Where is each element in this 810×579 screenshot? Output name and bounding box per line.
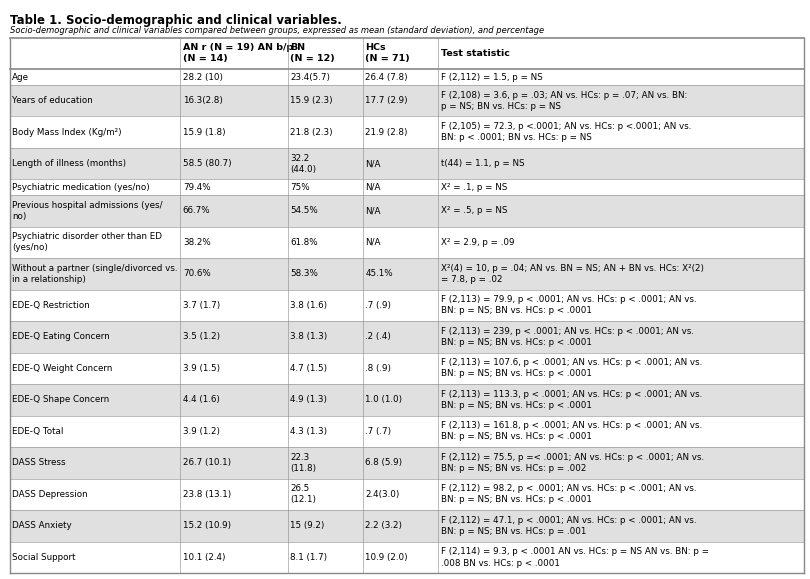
Text: X² = 2.9, p = .09: X² = 2.9, p = .09 <box>441 238 514 247</box>
Text: F (2,112) = 98.2, p < .0001; AN vs. HCs: p < .0001; AN vs.
BN: p = NS; BN vs. HC: F (2,112) = 98.2, p < .0001; AN vs. HCs:… <box>441 485 697 504</box>
Text: 26.7 (10.1): 26.7 (10.1) <box>183 459 231 467</box>
Text: Table 1. Socio-demographic and clinical variables.: Table 1. Socio-demographic and clinical … <box>10 14 342 27</box>
Text: 15 (9.2): 15 (9.2) <box>290 522 324 530</box>
Bar <box>10 353 804 384</box>
Text: .7 (.7): .7 (.7) <box>365 427 391 436</box>
Bar <box>10 479 804 510</box>
Text: 54.5%: 54.5% <box>290 206 318 215</box>
Text: Psychiatric medication (yes/no): Psychiatric medication (yes/no) <box>12 183 150 192</box>
Text: Without a partner (single/divorced vs.
in a relationship): Without a partner (single/divorced vs. i… <box>12 264 177 284</box>
Text: BN
(N = 12): BN (N = 12) <box>290 43 335 64</box>
Text: .8 (.9): .8 (.9) <box>365 364 391 373</box>
Text: 70.6%: 70.6% <box>183 269 211 278</box>
Bar <box>10 510 804 542</box>
Text: 75%: 75% <box>290 183 309 192</box>
Text: F (2,112) = 1.5, p = NS: F (2,112) = 1.5, p = NS <box>441 72 543 82</box>
Text: 26.4 (7.8): 26.4 (7.8) <box>365 72 408 82</box>
Text: X² = .5, p = NS: X² = .5, p = NS <box>441 206 507 215</box>
Text: Psychiatric disorder other than ED
(yes/no): Psychiatric disorder other than ED (yes/… <box>12 232 162 252</box>
Text: Body Mass Index (Kg/m²): Body Mass Index (Kg/m²) <box>12 127 122 137</box>
Text: 4.4 (1.6): 4.4 (1.6) <box>183 395 220 405</box>
Text: F (2,112) = 47.1, p < .0001; AN vs. HCs: p < .0001; AN vs.
BN: p = NS; BN vs. HC: F (2,112) = 47.1, p < .0001; AN vs. HCs:… <box>441 516 697 536</box>
Text: 4.3 (1.3): 4.3 (1.3) <box>290 427 327 436</box>
Text: F (2,113) = 79.9, p < .0001; AN vs. HCs: p < .0001; AN vs.
BN: p = NS; BN vs. HC: F (2,113) = 79.9, p < .0001; AN vs. HCs:… <box>441 295 697 316</box>
Text: 15.9 (2.3): 15.9 (2.3) <box>290 96 333 105</box>
Bar <box>10 290 804 321</box>
Text: AN r (N = 19) AN b/p
(N = 14): AN r (N = 19) AN b/p (N = 14) <box>183 43 293 64</box>
Text: 10.9 (2.0): 10.9 (2.0) <box>365 553 408 562</box>
Text: N/A: N/A <box>365 159 381 168</box>
Text: N/A: N/A <box>365 206 381 215</box>
Text: 15.2 (10.9): 15.2 (10.9) <box>183 522 231 530</box>
Text: 6.8 (5.9): 6.8 (5.9) <box>365 459 403 467</box>
Text: EDE-Q Weight Concern: EDE-Q Weight Concern <box>12 364 113 373</box>
Text: X² = .1, p = NS: X² = .1, p = NS <box>441 183 507 192</box>
Bar <box>10 542 804 573</box>
Text: 2.4(3.0): 2.4(3.0) <box>365 490 400 499</box>
Bar <box>10 195 804 226</box>
Text: 28.2 (10): 28.2 (10) <box>183 72 223 82</box>
Text: 21.9 (2.8): 21.9 (2.8) <box>365 127 408 137</box>
Text: t(44) = 1.1, p = NS: t(44) = 1.1, p = NS <box>441 159 524 168</box>
Text: F (2,113) = 113.3, p < .0001; AN vs. HCs: p < .0001; AN vs.
BN: p = NS; BN vs. H: F (2,113) = 113.3, p < .0001; AN vs. HCs… <box>441 390 702 410</box>
Text: 1.0 (1.0): 1.0 (1.0) <box>365 395 403 405</box>
Bar <box>10 38 804 69</box>
Text: 3.5 (1.2): 3.5 (1.2) <box>183 332 220 342</box>
Text: 61.8%: 61.8% <box>290 238 318 247</box>
Text: Test statistic: Test statistic <box>441 49 509 58</box>
Text: .7 (.9): .7 (.9) <box>365 301 391 310</box>
Text: 22.3
(11.8): 22.3 (11.8) <box>290 453 316 473</box>
Bar <box>10 85 804 116</box>
Text: 21.8 (2.3): 21.8 (2.3) <box>290 127 333 137</box>
Text: F (2,105) = 72.3, p <.0001; AN vs. HCs: p <.0001; AN vs.
BN: p < .0001; BN vs. H: F (2,105) = 72.3, p <.0001; AN vs. HCs: … <box>441 122 691 142</box>
Text: 23.4(5.7): 23.4(5.7) <box>290 72 330 82</box>
Text: DASS Anxiety: DASS Anxiety <box>12 522 72 530</box>
Text: 38.2%: 38.2% <box>183 238 211 247</box>
Text: N/A: N/A <box>365 183 381 192</box>
Text: DASS Depression: DASS Depression <box>12 490 87 499</box>
Text: EDE-Q Eating Concern: EDE-Q Eating Concern <box>12 332 110 342</box>
Text: HCs
(N = 71): HCs (N = 71) <box>365 43 410 64</box>
Text: 17.7 (2.9): 17.7 (2.9) <box>365 96 408 105</box>
Text: 10.1 (2.4): 10.1 (2.4) <box>183 553 225 562</box>
Text: Age: Age <box>12 72 29 82</box>
Text: EDE-Q Restriction: EDE-Q Restriction <box>12 301 90 310</box>
Text: 3.9 (1.2): 3.9 (1.2) <box>183 427 220 436</box>
Text: N/A: N/A <box>365 238 381 247</box>
Text: 8.1 (1.7): 8.1 (1.7) <box>290 553 327 562</box>
Text: F (2,112) = 75.5, p =< .0001; AN vs. HCs: p < .0001; AN vs.
BN: p = NS; BN vs. H: F (2,112) = 75.5, p =< .0001; AN vs. HCs… <box>441 453 704 473</box>
Text: 15.9 (1.8): 15.9 (1.8) <box>183 127 225 137</box>
Text: X²(4) = 10, p = .04; AN vs. BN = NS; AN + BN vs. HCs: X²(2)
= 7.8, p = .02: X²(4) = 10, p = .04; AN vs. BN = NS; AN … <box>441 264 704 284</box>
Text: F (2,113) = 239, p < .0001; AN vs. HCs: p < .0001; AN vs.
BN: p = NS; BN vs. HCs: F (2,113) = 239, p < .0001; AN vs. HCs: … <box>441 327 694 347</box>
Text: Social Support: Social Support <box>12 553 75 562</box>
Text: F (2,114) = 9.3, p < .0001 AN vs. HCs: p = NS AN vs. BN: p =
.008 BN vs. HCs: p : F (2,114) = 9.3, p < .0001 AN vs. HCs: p… <box>441 547 709 567</box>
Text: 66.7%: 66.7% <box>183 206 211 215</box>
Text: 58.3%: 58.3% <box>290 269 318 278</box>
Text: 26.5
(12.1): 26.5 (12.1) <box>290 485 316 504</box>
Text: Length of illness (months): Length of illness (months) <box>12 159 126 168</box>
Text: Previous hospital admissions (yes/
no): Previous hospital admissions (yes/ no) <box>12 201 163 221</box>
Text: 16.3(2.8): 16.3(2.8) <box>183 96 223 105</box>
Bar <box>10 416 804 447</box>
Bar <box>10 179 804 195</box>
Bar <box>10 258 804 290</box>
Text: F (2,113) = 107.6, p < .0001; AN vs. HCs: p < .0001; AN vs.
BN: p = NS; BN vs. H: F (2,113) = 107.6, p < .0001; AN vs. HCs… <box>441 358 702 379</box>
Text: EDE-Q Shape Concern: EDE-Q Shape Concern <box>12 395 109 405</box>
Text: 4.7 (1.5): 4.7 (1.5) <box>290 364 327 373</box>
Bar <box>10 148 804 179</box>
Text: 79.4%: 79.4% <box>183 183 211 192</box>
Text: 32.2
(44.0): 32.2 (44.0) <box>290 153 316 174</box>
Text: .2 (.4): .2 (.4) <box>365 332 391 342</box>
Bar <box>10 321 804 353</box>
Text: 3.9 (1.5): 3.9 (1.5) <box>183 364 220 373</box>
Bar <box>10 384 804 416</box>
Text: Years of education: Years of education <box>12 96 93 105</box>
Text: 23.8 (13.1): 23.8 (13.1) <box>183 490 231 499</box>
Text: 2.2 (3.2): 2.2 (3.2) <box>365 522 403 530</box>
Bar <box>10 447 804 479</box>
Text: F (2,113) = 161.8, p < .0001; AN vs. HCs: p < .0001; AN vs.
BN: p = NS; BN vs. H: F (2,113) = 161.8, p < .0001; AN vs. HCs… <box>441 422 702 442</box>
Text: 58.5 (80.7): 58.5 (80.7) <box>183 159 232 168</box>
Bar <box>10 116 804 148</box>
Text: F (2,108) = 3.6, p = .03; AN vs. HCs: p = .07; AN vs. BN:
p = NS; BN vs. HCs: p : F (2,108) = 3.6, p = .03; AN vs. HCs: p … <box>441 90 687 111</box>
Text: 3.8 (1.3): 3.8 (1.3) <box>290 332 327 342</box>
